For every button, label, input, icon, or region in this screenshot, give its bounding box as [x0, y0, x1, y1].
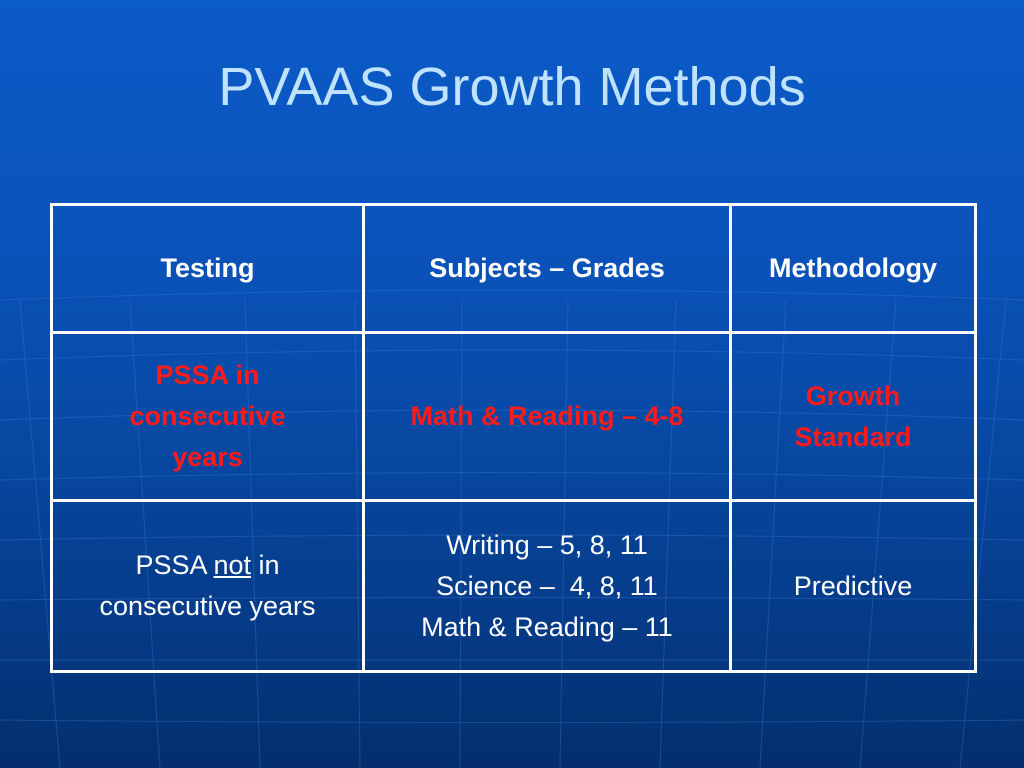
cell-text-fragment: PSSA	[135, 550, 214, 580]
cell-text-line: consecutive years	[99, 591, 316, 621]
cell-text-fragment: in	[251, 550, 280, 580]
table-row: PSSA in consecutive years Math & Reading…	[50, 331, 977, 502]
header-subjects-grades: Subjects – Grades	[362, 203, 732, 334]
cell-testing: PSSA not in consecutive years	[50, 499, 365, 673]
cell-text-line: PSSA in	[155, 360, 260, 390]
cell-text-line: Growth	[805, 380, 901, 411]
cell-subjects: Writing – 5, 8, 11 Science – 4, 8, 11 Ma…	[362, 499, 732, 673]
cell-methodology: Predictive	[729, 499, 977, 673]
cell-text-line: Writing – 5, 8, 11	[446, 529, 648, 560]
slide-title: PVAAS Growth Methods	[218, 57, 806, 117]
cell-text-line: years	[172, 442, 243, 472]
cell-methodology: Growth Standard	[729, 331, 977, 502]
cell-text-line: Science – 4, 8, 11	[436, 570, 658, 601]
cell-text-line: Math & Reading – 11	[421, 611, 673, 642]
cell-text-line: consecutive	[129, 401, 286, 431]
header-testing: Testing	[50, 203, 365, 334]
cell-testing: PSSA in consecutive years	[50, 331, 365, 502]
table-row: PSSA not in consecutive years Writing – …	[50, 499, 977, 673]
underlined-text: not	[213, 550, 252, 580]
cell-text-line: Standard	[794, 421, 912, 452]
cell-subjects: Math & Reading – 4-8	[362, 331, 732, 502]
table-header-row: Testing Subjects – Grades Methodology	[50, 203, 977, 334]
growth-methods-table: Testing Subjects – Grades Methodology PS…	[50, 203, 977, 673]
cell-text-line: PSSA not in	[59, 545, 356, 586]
header-methodology: Methodology	[729, 203, 977, 334]
